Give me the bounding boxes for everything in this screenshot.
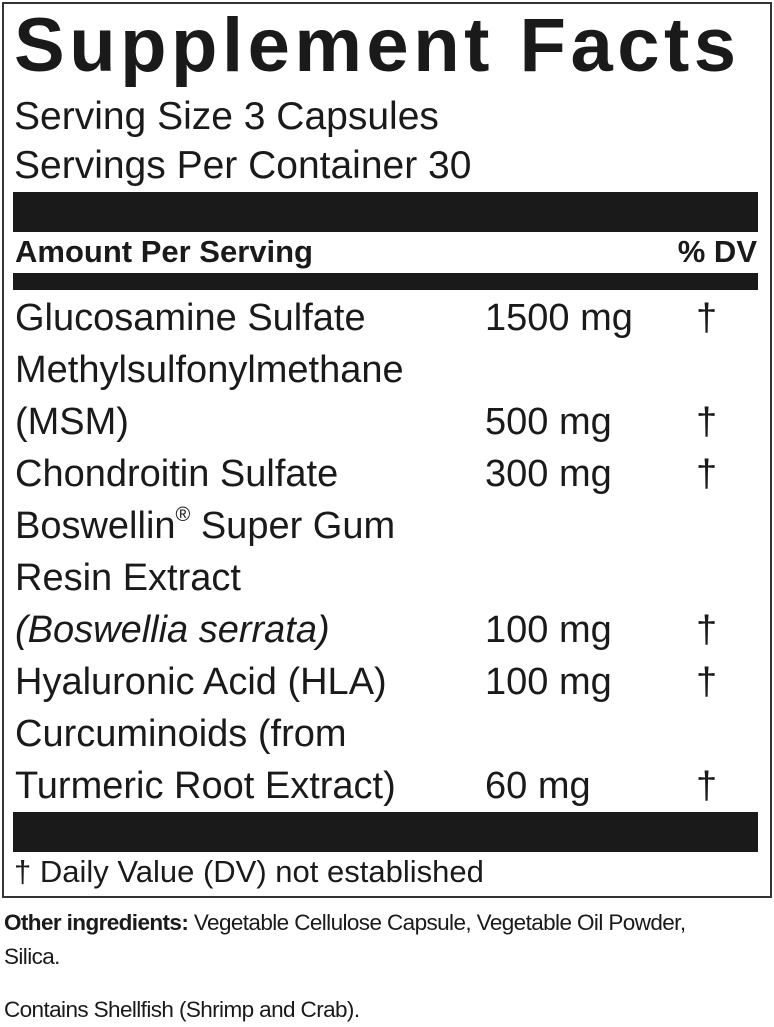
ingredient-row: Curcuminoids (from	[0, 708, 770, 760]
dv-header: % DV	[677, 234, 757, 269]
allergen-statement: Contains Shellfish (Shrimp and Crab).	[4, 997, 360, 1022]
ingredient-name: Curcuminoids (from	[15, 713, 347, 755]
ingredient-amount: 60 mg	[485, 765, 591, 807]
ingredient-name: Methylsulfonylmethane	[15, 349, 404, 391]
other-ingredients-label: Other ingredients:	[4, 910, 189, 935]
ingredient-row: Hyaluronic Acid (HLA) 100 mg †	[0, 656, 770, 708]
ingredient-amount: 100 mg	[485, 609, 612, 651]
ingredient-name: (MSM)	[15, 401, 129, 443]
ingredient-row: (Boswellia serrata) 100 mg †	[0, 604, 770, 656]
ingredient-amount: 300 mg	[485, 453, 612, 495]
other-ingredients-cont: Silica.	[4, 944, 60, 969]
registered-mark: ®	[175, 504, 191, 526]
ingredient-row: Boswellin® Super Gum	[0, 500, 770, 552]
ingredient-name: Glucosamine Sulfate	[15, 297, 366, 339]
ingredient-dv: †	[696, 609, 718, 651]
ingredient-dv: †	[696, 297, 718, 339]
ingredient-name: Chondroitin Sulfate	[15, 453, 339, 495]
ingredient-name-part: Boswellin	[15, 505, 176, 547]
ingredient-dv: †	[696, 765, 718, 807]
ingredient-name: Hyaluronic Acid (HLA)	[15, 661, 387, 703]
servings-per-container: Servings Per Container 30	[14, 144, 472, 187]
ingredient-dv: †	[696, 401, 718, 443]
ingredient-row: Turmeric Root Extract) 60 mg †	[0, 760, 770, 812]
ingredient-name: Turmeric Root Extract)	[15, 765, 396, 807]
thick-divider	[13, 812, 758, 852]
medium-divider	[13, 273, 758, 290]
ingredient-name: Resin Extract	[15, 557, 241, 599]
ingredient-name: Boswellin® Super Gum	[15, 500, 395, 552]
ingredient-row: Glucosamine Sulfate 1500 mg †	[0, 292, 770, 344]
ingredient-row: Methylsulfonylmethane	[0, 344, 770, 396]
dv-footnote: † Daily Value (DV) not established	[14, 854, 484, 889]
ingredient-name-part: Super Gum	[190, 505, 396, 547]
ingredient-amount: 1500 mg	[485, 297, 633, 339]
ingredient-row: Resin Extract	[0, 552, 770, 604]
ingredient-row: Chondroitin Sulfate 300 mg †	[0, 448, 770, 500]
ingredient-amount: 500 mg	[485, 401, 612, 443]
panel-title: Supplement Facts	[14, 3, 741, 88]
other-ingredients: Other ingredients: Vegetable Cellulose C…	[4, 906, 774, 940]
ingredient-dv: †	[696, 661, 718, 703]
amount-per-serving-header: Amount Per Serving	[15, 234, 313, 269]
serving-size: Serving Size 3 Capsules	[14, 95, 439, 138]
ingredient-row: (MSM) 500 mg †	[0, 396, 770, 448]
ingredient-dv: †	[696, 453, 718, 495]
supplement-facts-panel	[2, 2, 772, 898]
ingredient-amount: 100 mg	[485, 661, 612, 703]
ingredient-latin-name: (Boswellia serrata)	[15, 609, 330, 651]
thick-divider	[13, 192, 758, 232]
other-ingredients-text: Vegetable Cellulose Capsule, Vegetable O…	[188, 910, 686, 935]
